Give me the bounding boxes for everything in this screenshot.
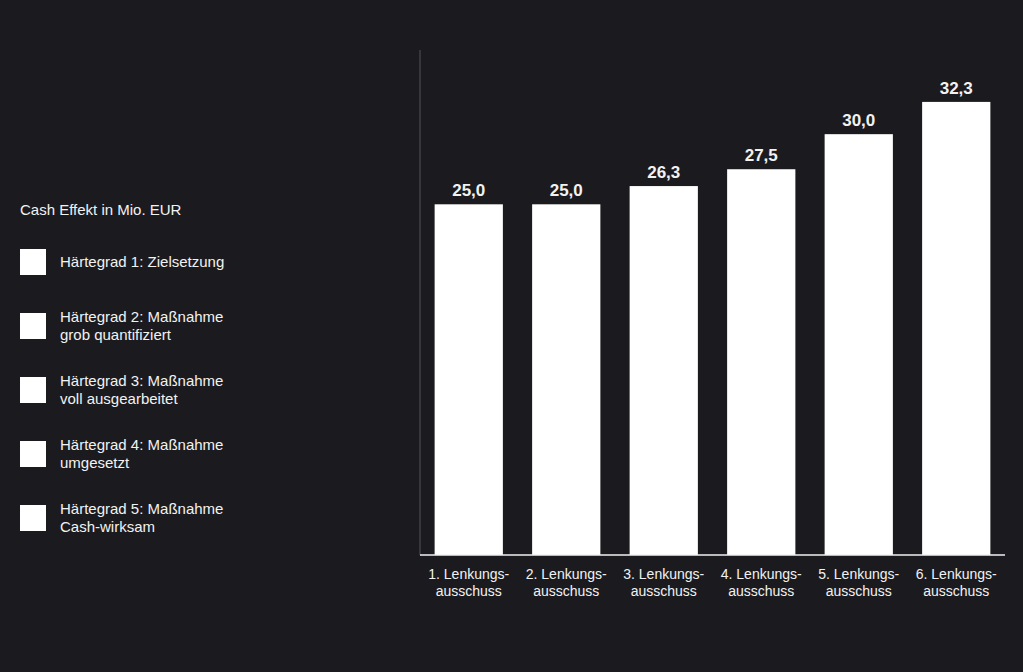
data-label: 25,0 bbox=[452, 181, 485, 200]
bar bbox=[435, 204, 503, 555]
legend-label: Härtegrad 5: MaßnahmeCash-wirksam bbox=[60, 500, 223, 535]
bar bbox=[922, 102, 990, 555]
bar bbox=[630, 186, 698, 555]
data-label: 30,0 bbox=[842, 111, 875, 130]
x-tick-label: 2. Lenkungs-ausschuss bbox=[526, 566, 607, 599]
legend-swatch bbox=[20, 377, 46, 403]
x-tick-label: 6. Lenkungs-ausschuss bbox=[916, 566, 997, 599]
chart: 25,0 25,0 26,3 27,5 30,0 32,3 1. Lenkungs-auss… bbox=[0, 0, 1023, 672]
legend-label: Härtegrad 3: Maßnahmevoll ausgearbeitet bbox=[60, 372, 223, 407]
data-label: 27,5 bbox=[745, 146, 778, 165]
legend-swatch bbox=[20, 249, 46, 275]
bar bbox=[825, 134, 893, 555]
data-label: 32,3 bbox=[940, 79, 973, 98]
legend-label: Härtegrad 1: Zielsetzung bbox=[60, 253, 224, 270]
bar bbox=[532, 204, 600, 555]
x-tick-label: 4. Lenkungs-ausschuss bbox=[721, 566, 802, 599]
legend-label: Härtegrad 2: Maßnahmegrob quantifiziert bbox=[60, 308, 223, 343]
legend-swatch bbox=[20, 441, 46, 467]
data-label: 26,3 bbox=[647, 163, 680, 182]
x-axis-line bbox=[420, 554, 1005, 556]
bars bbox=[435, 102, 991, 555]
legend-label: Härtegrad 4: Maßnahmeumgesetzt bbox=[60, 436, 223, 471]
x-tick-label: 5. Lenkungs-ausschuss bbox=[818, 566, 899, 599]
legend: Härtegrad 1: Zielsetzung Härtegrad 2: Maß… bbox=[20, 249, 224, 535]
legend-swatch bbox=[20, 505, 46, 531]
bar bbox=[727, 169, 795, 555]
background bbox=[0, 0, 1023, 672]
legend-swatch bbox=[20, 313, 46, 339]
x-tick-label: 1. Lenkungs-ausschuss bbox=[428, 566, 509, 599]
data-label: 25,0 bbox=[550, 181, 583, 200]
y-axis-label: Cash Effekt in Mio. EUR bbox=[20, 201, 182, 218]
x-tick-label: 3. Lenkungs-ausschuss bbox=[623, 566, 704, 599]
y-axis-line bbox=[420, 50, 421, 555]
